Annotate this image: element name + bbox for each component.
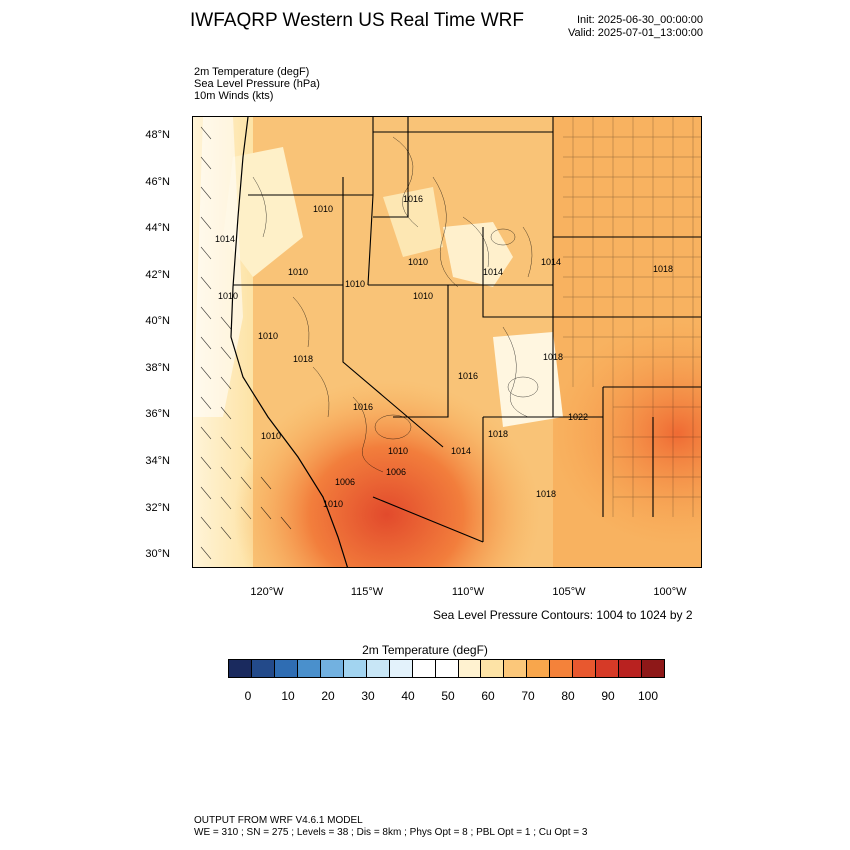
time-info: Init: 2025-06-30_00:00:00 Valid: 2025-07… [560, 14, 703, 40]
colorbar-tick-label: 40 [401, 689, 415, 703]
colorbar [228, 659, 665, 678]
pressure-labels: 1010 1016 1014 1010 1010 1010 1010 1014 … [215, 194, 673, 509]
colorbar-swatch [550, 660, 574, 677]
colorbar-tick-label: 60 [481, 689, 495, 703]
plot-title: IWFAQRP Western US Real Time WRF [190, 10, 524, 31]
pressure-label: 1014 [483, 267, 503, 277]
lat-label: 38°N [145, 362, 170, 374]
lon-label: 105°W [552, 586, 586, 598]
pressure-label: 1006 [386, 467, 406, 477]
pressure-label: 1016 [458, 371, 478, 381]
weather-map: 1010 1016 1014 1010 1010 1010 1010 1014 … [192, 116, 702, 568]
pressure-label: 1018 [543, 352, 563, 362]
map-svg: 1010 1016 1014 1010 1010 1010 1010 1014 … [193, 117, 701, 567]
colorbar-swatch [320, 660, 344, 677]
colorbar-swatch [458, 660, 482, 677]
colorbar-tick-label: 50 [441, 689, 455, 703]
field-winds: 10m Winds (kts) [194, 90, 274, 102]
pressure-label: 1016 [353, 402, 373, 412]
colorbar-tick-label: 0 [244, 689, 252, 703]
lat-label: 48°N [145, 129, 170, 141]
field-pressure: Sea Level Pressure (hPa) [194, 78, 320, 90]
lat-label: 46°N [145, 176, 170, 188]
colorbar-tick-label: 20 [321, 689, 335, 703]
model-version: OUTPUT FROM WRF V4.6.1 MODEL [194, 815, 363, 826]
lat-label: 42°N [145, 269, 170, 281]
contour-note: Sea Level Pressure Contours: 1004 to 102… [433, 608, 693, 622]
lat-label: 36°N [145, 408, 170, 420]
pressure-label: 1010 [345, 279, 365, 289]
colorbar-tick-label: 10 [281, 689, 295, 703]
colorbar-swatch [435, 660, 459, 677]
colorbar-swatch [274, 660, 298, 677]
pressure-label: 1014 [215, 234, 235, 244]
pressure-label: 1018 [488, 429, 508, 439]
pressure-label: 1010 [323, 499, 343, 509]
lat-label: 30°N [145, 548, 170, 560]
pressure-label: 1010 [408, 257, 428, 267]
field-temperature: 2m Temperature (degF) [194, 66, 310, 78]
colorbar-swatch [596, 660, 620, 677]
lon-label: 100°W [653, 586, 687, 598]
pressure-label: 1016 [403, 194, 423, 204]
colorbar-swatch [619, 660, 643, 677]
colorbar-tick-label: 100 [637, 689, 659, 703]
init-time: Init: 2025-06-30_00:00:00 [577, 14, 703, 26]
colorbar-swatch [229, 660, 252, 677]
lat-label: 40°N [145, 315, 170, 327]
lon-label: 120°W [250, 586, 284, 598]
colorbar-tick-label: 90 [601, 689, 615, 703]
pressure-label: 1010 [313, 204, 333, 214]
pressure-label: 1010 [258, 331, 278, 341]
pressure-label: 1010 [288, 267, 308, 277]
lon-label: 110°W [451, 586, 485, 598]
pressure-label: 1006 [335, 477, 355, 487]
lat-label: 44°N [145, 222, 170, 234]
colorbar-swatch [573, 660, 597, 677]
colorbar-tick-label: 30 [361, 689, 375, 703]
pressure-label: 1018 [536, 489, 556, 499]
colorbar-title: 2m Temperature (degF) [362, 643, 488, 657]
pressure-label: 1010 [388, 446, 408, 456]
lat-label: 34°N [145, 455, 170, 467]
valid-time: Valid: 2025-07-01_13:00:00 [568, 27, 703, 39]
colorbar-swatch [412, 660, 436, 677]
colorbar-swatch [251, 660, 275, 677]
colorbar-swatch [343, 660, 367, 677]
colorbar-swatch [389, 660, 413, 677]
pressure-label: 1018 [293, 354, 313, 364]
colorbar-tick-label: 80 [561, 689, 575, 703]
pressure-label: 1010 [218, 291, 238, 301]
pressure-label: 1010 [413, 291, 433, 301]
colorbar-swatch [642, 660, 665, 677]
pressure-label: 1014 [541, 257, 561, 267]
colorbar-tick-label: 70 [521, 689, 535, 703]
lat-label: 32°N [145, 502, 170, 514]
pressure-label: 1014 [451, 446, 471, 456]
lon-label: 115°W [350, 586, 384, 598]
pressure-label: 1010 [261, 431, 281, 441]
pressure-label: 1022 [568, 412, 588, 422]
pressure-label: 1018 [653, 264, 673, 274]
colorbar-swatch [297, 660, 321, 677]
colorbar-swatch [481, 660, 505, 677]
colorbar-swatch [504, 660, 528, 677]
colorbar-swatch [527, 660, 551, 677]
model-footer: OUTPUT FROM WRF V4.6.1 MODEL WE = 310 ; … [194, 815, 587, 839]
field-list: 2m Temperature (degF) Sea Level Pressure… [194, 66, 320, 102]
model-options: WE = 310 ; SN = 275 ; Levels = 38 ; Dis … [194, 827, 588, 838]
colorbar-swatch [366, 660, 390, 677]
